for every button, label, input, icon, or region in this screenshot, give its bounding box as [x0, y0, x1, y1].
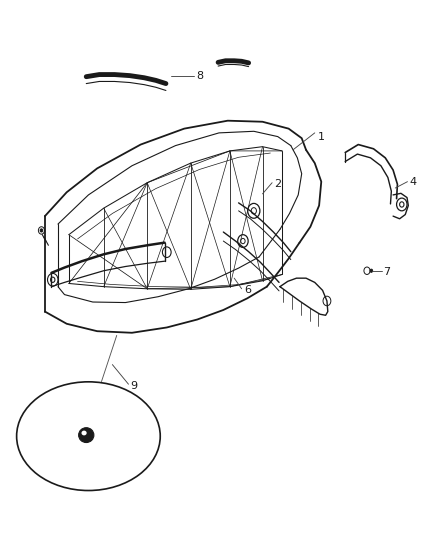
Circle shape [396, 198, 407, 211]
Circle shape [238, 235, 248, 247]
Text: 9: 9 [131, 381, 138, 391]
Text: 4: 4 [409, 176, 416, 187]
Text: 1: 1 [318, 132, 325, 142]
Text: 2: 2 [274, 179, 281, 189]
Circle shape [55, 397, 117, 473]
Ellipse shape [81, 431, 87, 435]
Circle shape [248, 204, 260, 218]
Ellipse shape [17, 382, 160, 490]
Text: 7: 7 [383, 267, 390, 277]
Ellipse shape [79, 427, 94, 442]
Text: 6: 6 [244, 285, 251, 295]
Circle shape [370, 269, 373, 272]
Circle shape [40, 229, 43, 232]
Text: 8: 8 [196, 70, 203, 80]
